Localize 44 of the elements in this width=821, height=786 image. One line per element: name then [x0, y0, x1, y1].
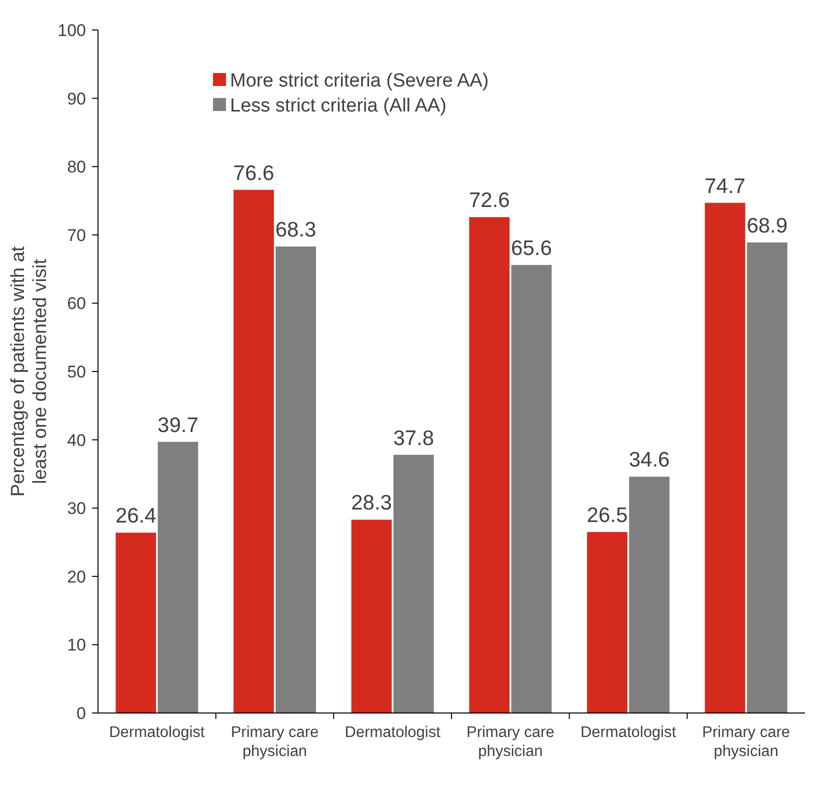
bar — [116, 532, 156, 713]
data-label: 39.7 — [158, 414, 198, 437]
data-label: 68.3 — [275, 218, 316, 242]
y-tick-label: 60 — [67, 294, 86, 314]
x-tick-label: Dermatologist — [580, 724, 677, 741]
bar — [469, 217, 510, 713]
bar — [629, 476, 670, 713]
y-axis-title: Percentage of patients with at least one documented visit — [8, 246, 51, 497]
data-label: 68.9 — [746, 214, 788, 238]
x-tick-label: Primary care physician — [702, 724, 790, 760]
bar — [158, 442, 198, 713]
y-tick-label: 90 — [67, 89, 86, 108]
y-tick-label: 70 — [67, 226, 86, 245]
x-tick-label: Primary care physician — [466, 724, 554, 760]
data-label: 65.6 — [511, 236, 552, 260]
y-tick-label: 80 — [67, 158, 86, 177]
y-tick-label: 100 — [58, 20, 86, 40]
data-label: 76.6 — [233, 162, 274, 185]
bar — [234, 190, 274, 713]
y-tick-label: 40 — [67, 430, 86, 450]
x-tick-label: Primary care physician — [230, 724, 319, 760]
bar — [351, 520, 392, 713]
y-tick-label: 10 — [67, 636, 86, 655]
bar — [276, 246, 316, 713]
bar — [587, 532, 628, 713]
y-tick-label: 30 — [67, 499, 86, 518]
data-label: 26.5 — [586, 504, 628, 528]
data-label: 26.4 — [115, 504, 157, 528]
x-tick-label: Dermatologist — [109, 724, 206, 741]
bar — [704, 202, 746, 713]
legend-label: More strict criteria (Severe AA) — [230, 70, 489, 92]
x-tick-label: Dermatologist — [344, 724, 442, 741]
data-label: 74.7 — [704, 174, 746, 198]
data-label: 72.6 — [468, 189, 510, 212]
bar — [511, 264, 552, 713]
y-tick-label: 0 — [76, 704, 86, 723]
data-label: 28.3 — [351, 492, 392, 515]
y-tick-label: 20 — [67, 567, 86, 586]
data-label: 37.8 — [393, 426, 434, 450]
bar — [746, 242, 788, 713]
data-label: 34.6 — [628, 448, 670, 472]
y-tick-label: 50 — [67, 362, 86, 382]
legend-label: Less strict criteria (All AA) — [230, 96, 446, 117]
bar — [393, 454, 434, 713]
